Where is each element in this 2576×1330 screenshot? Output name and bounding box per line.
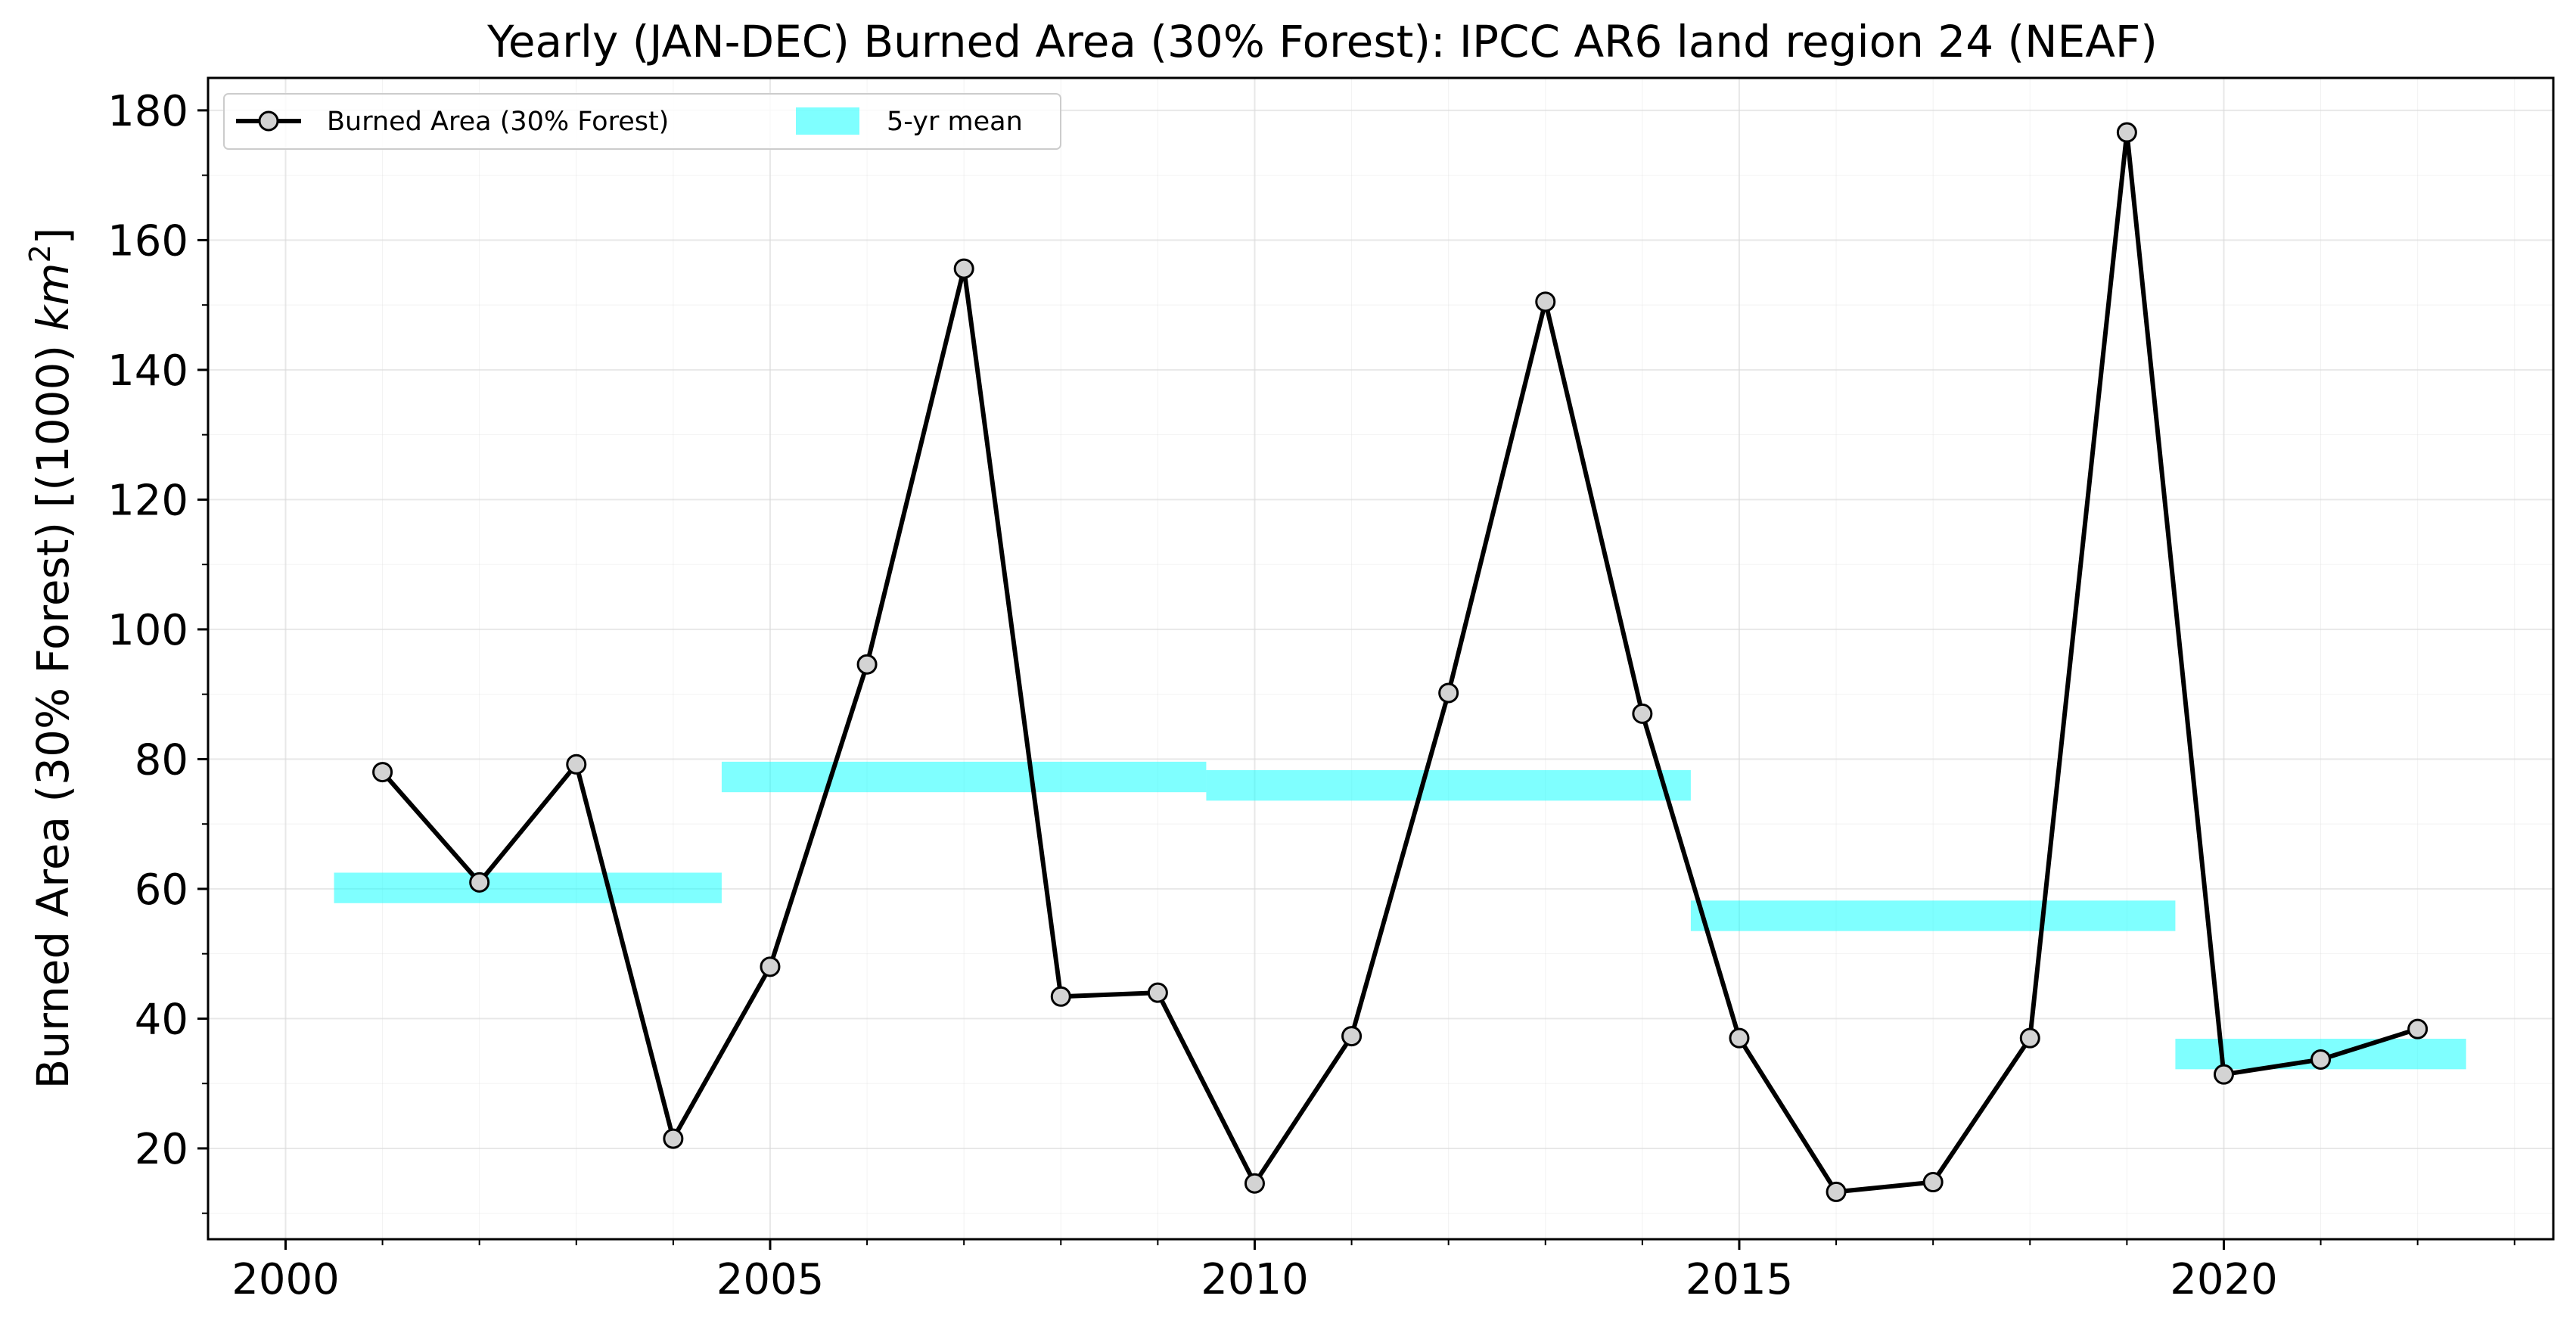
y-tick-label: 80 xyxy=(135,735,188,785)
y-tick-label: 100 xyxy=(107,606,188,655)
x-tick-label: 2015 xyxy=(1686,1255,1794,1304)
data-point-2003 xyxy=(566,754,587,775)
y-tick-label: 40 xyxy=(135,995,188,1044)
data-point-2007 xyxy=(953,258,974,279)
data-point-2009 xyxy=(1147,982,1168,1003)
burned-area-series xyxy=(372,122,2428,1202)
y-tick-label: 140 xyxy=(107,346,188,396)
legend-label-burned-area: Burned Area (30% Forest) xyxy=(327,107,669,137)
mean-bar-1 xyxy=(721,761,1207,793)
y-axis-label: Burned Area (30% Forest) [(1000) km2] xyxy=(23,228,79,1089)
data-point-2011 xyxy=(1341,1026,1363,1047)
y-tick-label: 60 xyxy=(135,865,188,915)
data-point-2001 xyxy=(372,762,393,783)
data-point-2021 xyxy=(2310,1049,2332,1070)
data-point-2013 xyxy=(1535,291,1556,312)
data-point-2008 xyxy=(1050,986,1071,1007)
five-year-mean-bars xyxy=(334,761,2466,1070)
y-axis-ticks: 20 40 60 80 100 120 140 160 180 xyxy=(107,87,208,1214)
mean-bar-2 xyxy=(1206,769,1691,801)
legend: Burned Area (30% Forest) 5-yr mean xyxy=(223,93,1061,150)
data-point-2012 xyxy=(1438,682,1459,704)
y-tick-label: 120 xyxy=(107,476,188,525)
legend-marker-swatch xyxy=(258,110,279,132)
plot-frame xyxy=(207,76,2555,1241)
x-tick-label: 2010 xyxy=(1201,1255,1309,1304)
chart-title: Yearly (JAN-DEC) Burned Area (30% Forest… xyxy=(486,16,2158,67)
y-tick-label: 20 xyxy=(135,1125,188,1174)
x-tick-label: 2005 xyxy=(716,1255,825,1304)
legend-label-5yr-mean: 5-yr mean xyxy=(887,107,1023,137)
data-point-2004 xyxy=(663,1128,684,1149)
x-tick-label: 2020 xyxy=(2170,1255,2278,1304)
data-point-2002 xyxy=(469,872,490,893)
data-point-2005 xyxy=(760,956,781,977)
data-point-2014 xyxy=(1632,703,1653,724)
data-point-2020 xyxy=(2213,1064,2234,1085)
legend-band-swatch xyxy=(796,107,859,135)
data-point-2022 xyxy=(2407,1018,2428,1039)
x-tick-label: 2000 xyxy=(231,1255,340,1304)
data-point-2010 xyxy=(1244,1173,1265,1194)
data-point-2018 xyxy=(2019,1027,2040,1049)
data-point-2017 xyxy=(1922,1172,1944,1193)
mean-bar-0 xyxy=(334,872,722,903)
data-point-2016 xyxy=(1826,1181,1847,1202)
series-line xyxy=(381,130,2419,1195)
data-point-2019 xyxy=(2116,122,2137,143)
x-axis-ticks: 2000 2005 2010 2015 2020 xyxy=(231,1239,2515,1304)
y-tick-label: 180 xyxy=(107,87,188,136)
data-point-2006 xyxy=(856,654,878,675)
mean-bar-3 xyxy=(1690,900,2176,931)
y-tick-label: 160 xyxy=(107,216,188,266)
data-point-2015 xyxy=(1729,1027,1750,1049)
